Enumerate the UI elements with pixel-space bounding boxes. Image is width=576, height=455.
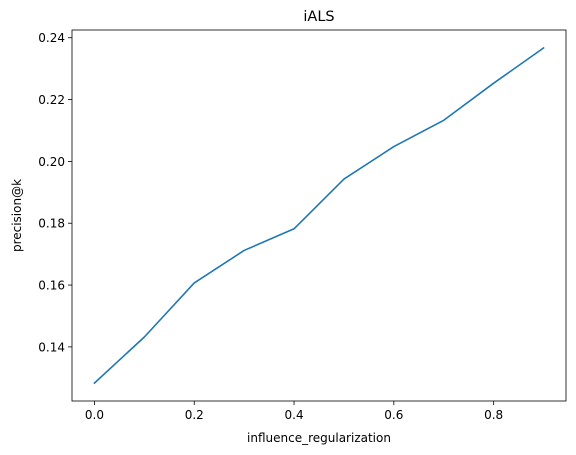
y-tick-label: 0.18 <box>38 217 65 231</box>
x-tick-label: 0.0 <box>85 408 104 422</box>
x-axis-label: influence_regularization <box>247 431 391 445</box>
x-tick-label: 0.6 <box>384 408 403 422</box>
y-tick-label: 0.24 <box>38 31 65 45</box>
y-tick-label: 0.16 <box>38 279 65 293</box>
y-tick-label: 0.14 <box>38 340 65 354</box>
series-group <box>93 46 545 385</box>
chart-title: iALS <box>303 9 334 25</box>
x-axis-ticks: 0.0 0.2 0.4 0.6 0.8 <box>85 401 503 422</box>
series-line-0 <box>93 46 545 385</box>
y-axis-ticks: 0.14 0.16 0.18 0.20 0.22 0.24 <box>38 31 72 354</box>
x-tick-label: 0.4 <box>285 408 304 422</box>
x-tick-label: 0.2 <box>185 408 204 422</box>
y-tick-label: 0.20 <box>38 155 65 169</box>
plot-frame <box>71 29 567 402</box>
x-tick-label: 0.8 <box>484 408 503 422</box>
y-tick-label: 0.22 <box>38 93 65 107</box>
y-axis-label: precision@k <box>10 179 24 252</box>
